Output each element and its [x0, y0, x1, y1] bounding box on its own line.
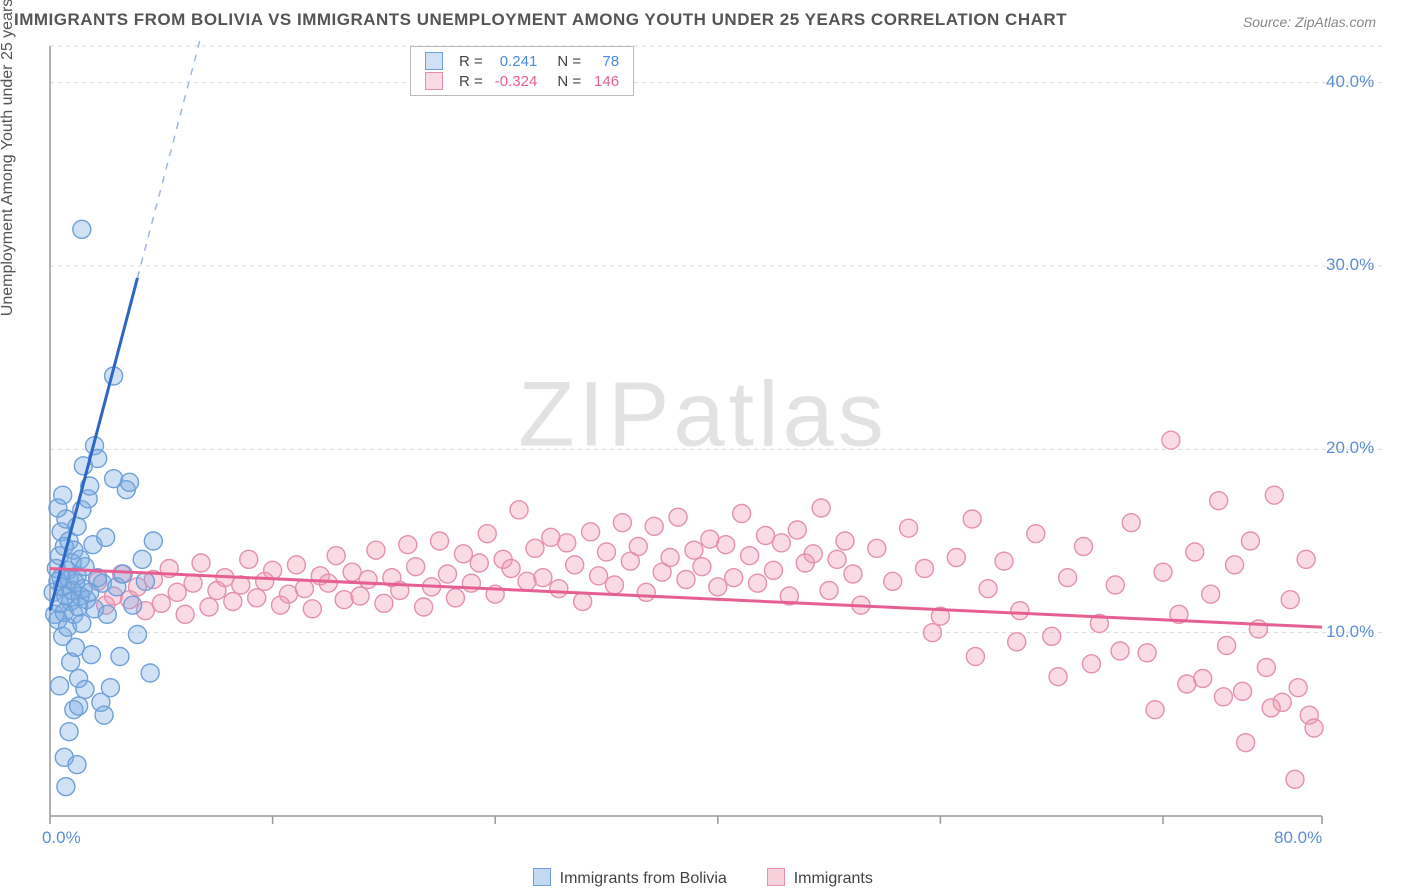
- bottom-swatch-bolivia: [533, 868, 551, 886]
- r-value-bolivia: 0.241: [500, 53, 538, 70]
- n-value-immigrants: 146: [594, 73, 619, 90]
- axis-tick-label: 40.0%: [1326, 72, 1374, 92]
- scatter-plot: [42, 40, 1382, 850]
- bottom-swatch-immigrants: [767, 868, 785, 886]
- stats-legend: R = 0.241 N = 78 R = -0.324 N = 146: [410, 46, 634, 96]
- axis-tick-label: 80.0%: [1274, 828, 1322, 848]
- axis-tick-label: 0.0%: [42, 828, 81, 848]
- chart-title: IMMIGRANTS FROM BOLIVIA VS IMMIGRANTS UN…: [14, 10, 1067, 30]
- axis-tick-label: 10.0%: [1326, 622, 1374, 642]
- axis-tick-label: 20.0%: [1326, 438, 1374, 458]
- legend-swatch-immigrants: [425, 72, 443, 90]
- y-axis-label: Unemployment Among Youth under 25 years: [0, 0, 17, 316]
- bottom-legend-bolivia: Immigrants from Bolivia: [533, 868, 727, 888]
- source-attribution: Source: ZipAtlas.com: [1243, 14, 1376, 30]
- bottom-label-bolivia: Immigrants from Bolivia: [560, 870, 727, 887]
- bottom-legend-immigrants: Immigrants: [767, 868, 873, 888]
- bottom-label-immigrants: Immigrants: [794, 870, 873, 887]
- axis-tick-label: 30.0%: [1326, 255, 1374, 275]
- legend-swatch-bolivia: [425, 52, 443, 70]
- legend-row-immigrants: R = -0.324 N = 146: [419, 71, 625, 91]
- r-value-immigrants: -0.324: [495, 73, 538, 90]
- n-value-bolivia: 78: [602, 53, 619, 70]
- legend-row-bolivia: R = 0.241 N = 78: [419, 51, 625, 71]
- chart-container: Unemployment Among Youth under 25 years …: [0, 40, 1406, 892]
- bottom-legend: Immigrants from Bolivia Immigrants: [0, 868, 1406, 888]
